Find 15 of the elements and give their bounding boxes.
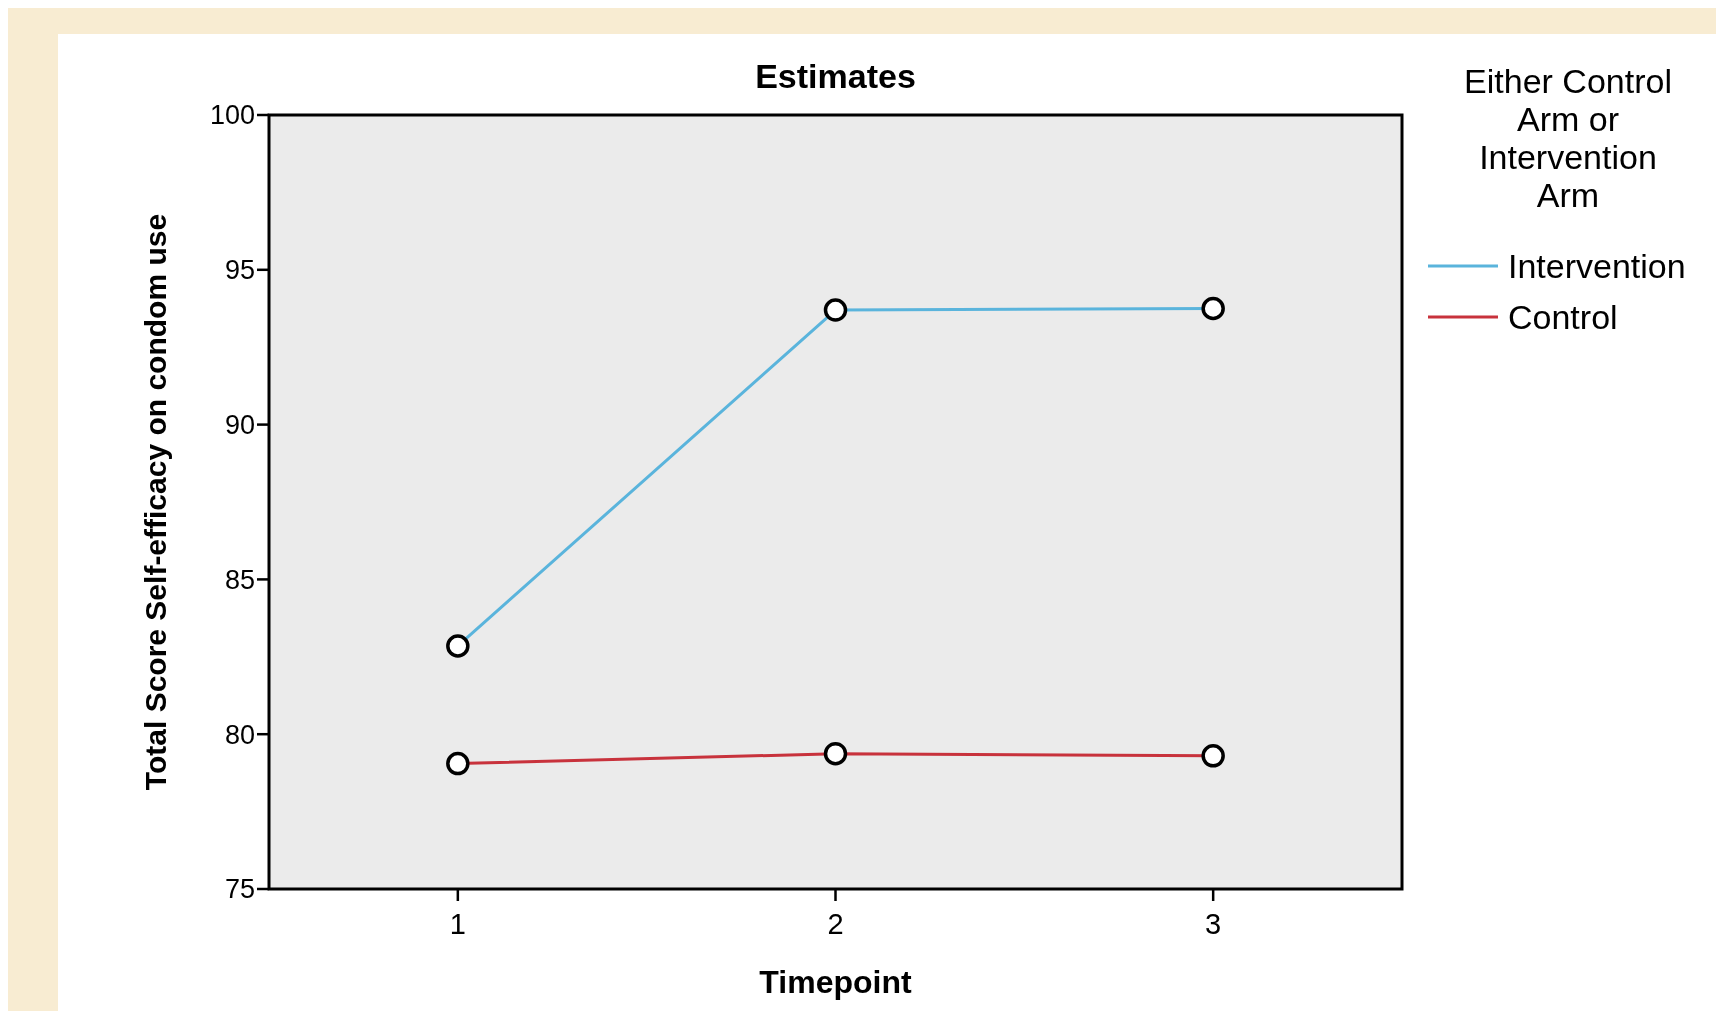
legend-title: Either Control Arm or Intervention Arm	[1464, 62, 1672, 214]
chart-title: Estimates	[755, 57, 916, 95]
y-tick-label: 75	[224, 874, 255, 905]
legend-label: Intervention	[1508, 246, 1686, 285]
x-tick-label: 3	[1205, 908, 1222, 940]
y-tick-label: 90	[224, 410, 255, 441]
legend-label: Control	[1508, 297, 1618, 336]
x-tick-label: 2	[827, 908, 844, 940]
y-tick-label: 85	[224, 564, 255, 595]
x-tick-label: 1	[449, 908, 466, 940]
x-axis-title: Timepoint	[759, 964, 912, 1000]
y-tick-label: 95	[224, 255, 255, 286]
y-tick-label: 100	[209, 100, 255, 131]
y-tick-label: 80	[224, 719, 255, 750]
y-axis-title: Total Score Self-efficacy on condom use	[139, 213, 172, 791]
